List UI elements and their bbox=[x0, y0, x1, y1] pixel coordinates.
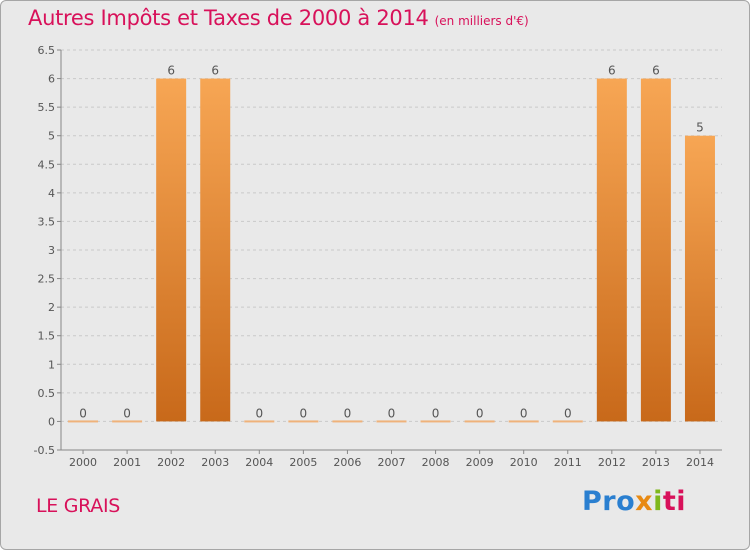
bar-value-label: 0 bbox=[255, 406, 263, 420]
bar-2010 bbox=[508, 420, 539, 423]
bar-2005 bbox=[288, 420, 319, 423]
bar-2011 bbox=[552, 420, 583, 423]
bar-2003 bbox=[200, 78, 231, 422]
x-tick-labels: 2000 2001 2002 2003 2004 2005 2006 2007 2008 2009… bbox=[69, 456, 714, 469]
proxiti-logo[interactable]: Proxiti bbox=[582, 486, 686, 517]
x-tick-label: 2011 bbox=[554, 456, 582, 469]
y-tick-label: 6.5 bbox=[38, 44, 56, 57]
y-tick-label: 0.5 bbox=[38, 387, 56, 400]
bar-value-label: 0 bbox=[79, 406, 87, 420]
y-tick-label: 6 bbox=[48, 73, 55, 86]
x-tick-label: 2010 bbox=[510, 456, 538, 469]
y-tick-label: 3.5 bbox=[38, 215, 56, 228]
logo-part-1: Pro bbox=[582, 486, 636, 517]
y-tick-labels: 6.5 6 5.5 5 4.5 4 3.5 3 2.5 2 1.5 1 0.5 0 -0.5 bbox=[34, 44, 55, 457]
bar-value-label: 0 bbox=[344, 406, 352, 420]
y-tick-label: 3 bbox=[48, 244, 55, 257]
x-tick-label: 2013 bbox=[642, 456, 670, 469]
y-tick-label: 2.5 bbox=[38, 273, 56, 286]
bar-value-label: 0 bbox=[123, 406, 131, 420]
x-tick-label: 2008 bbox=[422, 456, 450, 469]
bar-value-label: 6 bbox=[608, 64, 616, 78]
y-tick-label: 1 bbox=[48, 358, 55, 371]
y-tick-label: 4 bbox=[48, 187, 55, 200]
bar-2001 bbox=[112, 420, 143, 423]
bars: 0 0 6 6 0 0 0 0 0 0 0 0 6 6 5 bbox=[68, 64, 715, 423]
y-tick-label: 5 bbox=[48, 130, 55, 143]
bar-value-label: 0 bbox=[476, 406, 484, 420]
chart-unit: (en milliers d'€) bbox=[434, 14, 529, 28]
bar-value-label: 0 bbox=[564, 406, 572, 420]
bar-value-label: 0 bbox=[300, 406, 308, 420]
chart-title-text: Autres Impôts et Taxes de 2000 à 2014 bbox=[28, 6, 429, 30]
logo-part-4: ti bbox=[662, 486, 687, 517]
x-tick-label: 2014 bbox=[686, 456, 714, 469]
logo-part-3: i bbox=[653, 486, 663, 517]
bar-2000 bbox=[68, 420, 99, 423]
y-tick-label: 1.5 bbox=[38, 330, 56, 343]
x-tick-label: 2002 bbox=[157, 456, 185, 469]
x-tick-label: 2005 bbox=[289, 456, 317, 469]
bar-2002 bbox=[156, 78, 187, 422]
x-tick-label: 2001 bbox=[113, 456, 141, 469]
x-tick-label: 2003 bbox=[201, 456, 229, 469]
x-tick-label: 2004 bbox=[245, 456, 273, 469]
y-tick-label: 5.5 bbox=[38, 101, 56, 114]
y-tick-label: 0 bbox=[48, 415, 55, 428]
commune-name: LE GRAIS bbox=[36, 495, 121, 517]
x-tick-label: 2000 bbox=[69, 456, 97, 469]
bar-value-label: 6 bbox=[167, 64, 175, 78]
bar-value-label: 6 bbox=[211, 64, 219, 78]
bar-value-label: 0 bbox=[388, 406, 396, 420]
bar-value-label: 0 bbox=[520, 406, 528, 420]
bar-2004 bbox=[244, 420, 275, 423]
x-tick-label: 2009 bbox=[466, 456, 494, 469]
bar-2007 bbox=[376, 420, 407, 423]
x-tick-label: 2007 bbox=[378, 456, 406, 469]
bar-value-label: 0 bbox=[432, 406, 440, 420]
bar-2013 bbox=[640, 78, 671, 422]
axes bbox=[57, 49, 722, 454]
bar-2008 bbox=[420, 420, 451, 423]
logo-part-2: x bbox=[635, 486, 654, 517]
y-tick-label: 4.5 bbox=[38, 158, 56, 171]
x-tick-label: 2012 bbox=[598, 456, 626, 469]
bar-2009 bbox=[464, 420, 495, 423]
bar-value-label: 6 bbox=[652, 64, 660, 78]
chart-title: Autres Impôts et Taxes de 2000 à 2014 (en… bbox=[28, 6, 529, 30]
bar-2006 bbox=[332, 420, 363, 423]
x-tick-label: 2006 bbox=[333, 456, 361, 469]
y-tick-label: 2 bbox=[48, 301, 55, 314]
bar-value-label: 5 bbox=[696, 121, 704, 135]
y-tick-label: -0.5 bbox=[34, 444, 55, 457]
bar-2012 bbox=[596, 78, 627, 422]
bar-2014 bbox=[684, 135, 715, 422]
